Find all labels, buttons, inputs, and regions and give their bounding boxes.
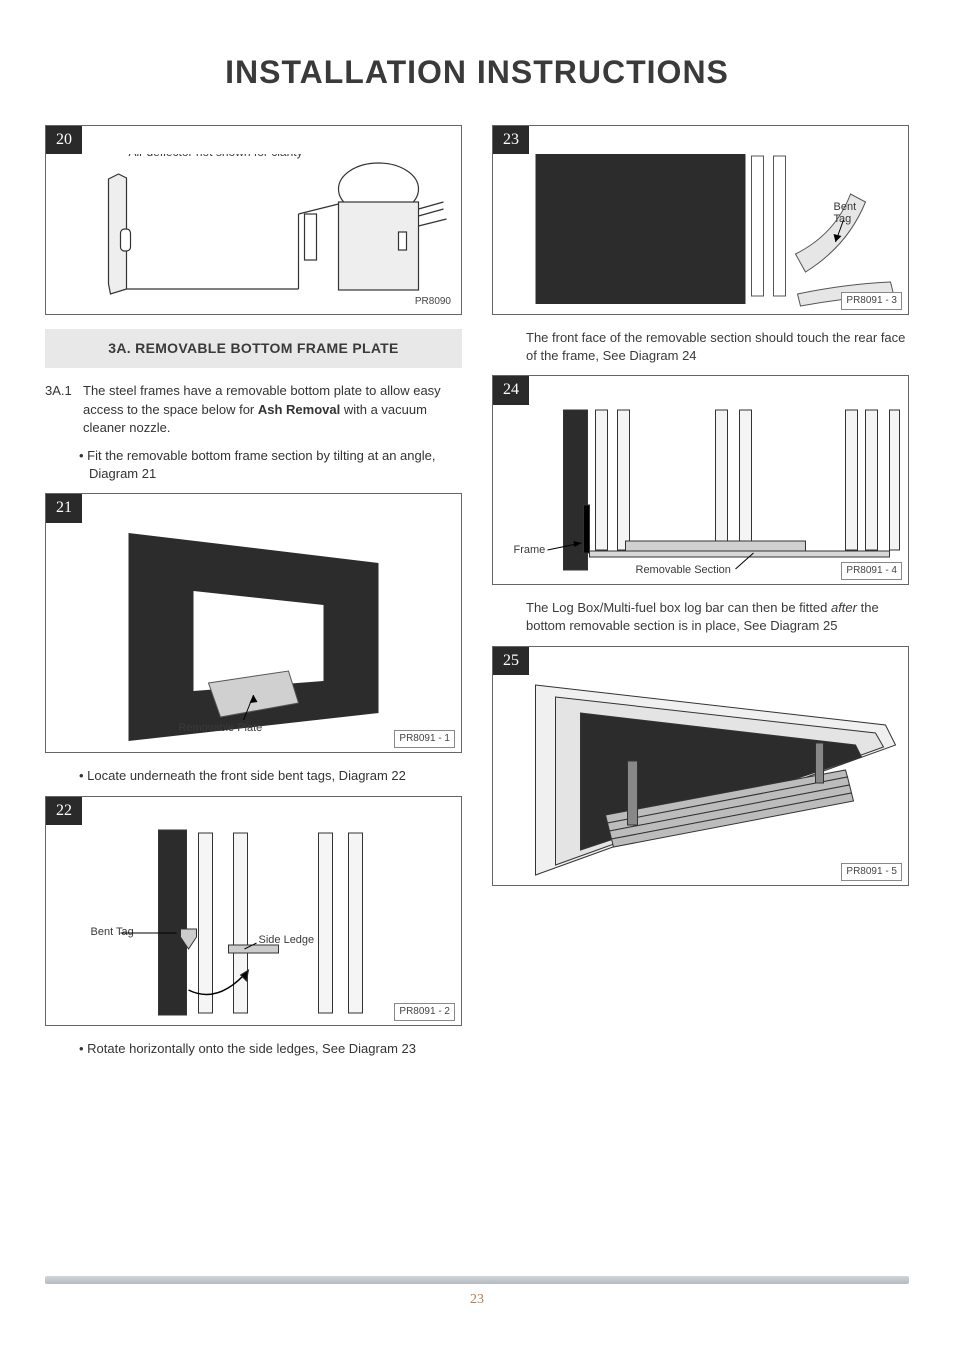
section-header: 3A. REMOVABLE BOTTOM FRAME PLATE (45, 329, 462, 369)
diagram-num: 20 (46, 126, 82, 154)
para-3: The Log Box/Multi-fuel box log bar can t… (526, 599, 909, 635)
diagram-note: Air deflector not shown for clarity (129, 154, 303, 159)
diagram-21: 21 Removable Plate PR8091 - 1 (45, 493, 462, 753)
bullet-2: Locate underneath the front side bent ta… (79, 767, 462, 785)
diagram-code: PR8091 - 5 (841, 863, 902, 881)
diagram-code: PR8090 (411, 294, 455, 310)
diagram-24-svg: Frame Removable Section (493, 405, 908, 585)
diagram-num: 21 (46, 494, 82, 522)
footer-bar (45, 1276, 909, 1284)
diagram-22: 22 (45, 796, 462, 1026)
page-title: INSTALLATION INSTRUCTIONS (45, 50, 909, 95)
para-2: The front face of the removable section … (526, 329, 909, 365)
content-columns: 20 Air deflector not shown for clarity (45, 125, 909, 1068)
diagram-num: 23 (493, 126, 529, 154)
label-side-1: Side Ledge (259, 934, 315, 946)
label-removable: Removable Plate (179, 722, 263, 734)
page-number: 23 (0, 1290, 954, 1310)
diagram-24: 24 (492, 375, 909, 585)
diagram-num: 25 (493, 647, 529, 675)
left-column: 20 Air deflector not shown for clarity (45, 125, 462, 1068)
diagram-23: 23 BentTag PR8091 - 3 (492, 125, 909, 315)
page: INSTALLATION INSTRUCTIONS 20 Air deflect… (0, 0, 954, 1320)
bullet-3: Rotate horizontally onto the side ledges… (79, 1040, 462, 1058)
diagram-code: PR8091 - 2 (394, 1003, 455, 1021)
bullet-1: Fit the removable bottom frame section b… (79, 447, 462, 483)
para-3a1: 3A.1 The steel frames have a removable b… (45, 382, 462, 437)
label-section: Removable Section (636, 564, 731, 576)
diagram-25-svg (493, 675, 908, 885)
diagram-code: PR8091 - 3 (841, 292, 902, 310)
label-bent-text: Bent Tag (91, 926, 134, 938)
diagram-code: PR8091 - 1 (394, 730, 455, 748)
diagram-23-svg: BentTag (493, 154, 908, 314)
p3-a: The Log Box/Multi-fuel box log bar can t… (526, 600, 831, 615)
label-side-text: Side Ledge (259, 934, 315, 946)
label-frame: Frame (514, 544, 546, 556)
text-bold: Ash Removal (258, 402, 340, 417)
diagram-code: PR8091 - 4 (841, 562, 902, 580)
diagram-num: 22 (46, 797, 82, 825)
para-text: The steel frames have a removable bottom… (83, 382, 462, 437)
label-bent-1: Bent Tag (91, 926, 134, 938)
diagram-num: 24 (493, 376, 529, 404)
p3-italic: after (831, 600, 857, 615)
diagram-20-svg: Air deflector not shown for clarity (46, 154, 461, 314)
diagram-20: 20 Air deflector not shown for clarity (45, 125, 462, 315)
para-num: 3A.1 (45, 382, 73, 437)
diagram-22-svg: Bent Tag Side Ledge (46, 825, 461, 1025)
right-column: 23 BentTag PR8091 - 3 The fron (492, 125, 909, 1068)
diagram-21-svg: Removable Plate (46, 523, 461, 753)
diagram-25: 25 (492, 646, 909, 886)
